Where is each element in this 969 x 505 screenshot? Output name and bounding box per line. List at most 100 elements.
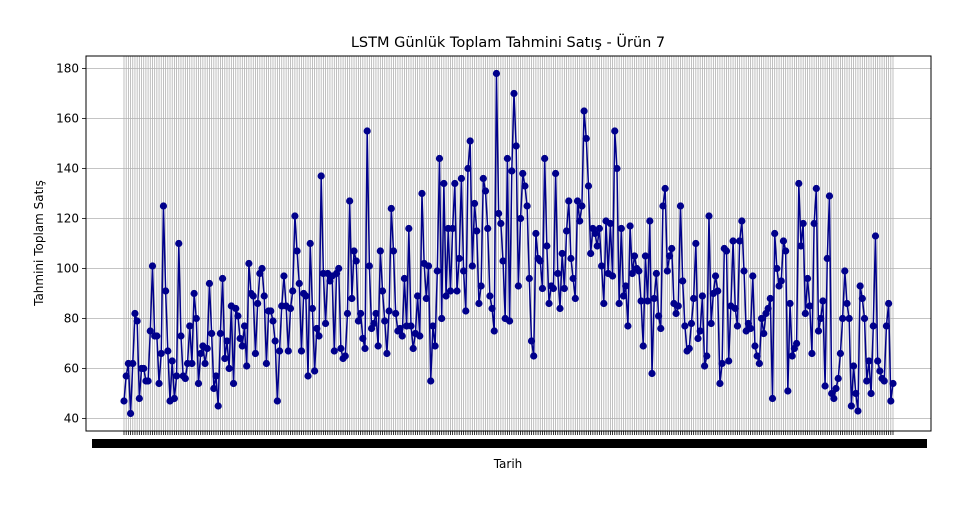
data-point xyxy=(617,224,625,233)
plot-frame xyxy=(85,55,932,432)
data-point xyxy=(503,154,511,163)
y-tick-label: 160 xyxy=(56,112,79,126)
data-point xyxy=(243,362,251,370)
data-point xyxy=(685,344,693,353)
data-point xyxy=(849,362,858,370)
data-point xyxy=(275,347,284,355)
data-point xyxy=(703,352,711,360)
data-point xyxy=(357,309,365,318)
data-point xyxy=(175,239,183,248)
data-point xyxy=(286,304,295,313)
data-point xyxy=(514,282,522,290)
data-point xyxy=(457,174,465,183)
data-point xyxy=(839,314,847,323)
data-point xyxy=(317,172,325,180)
data-point xyxy=(313,324,321,333)
series-markers xyxy=(120,69,897,418)
data-point xyxy=(343,309,352,318)
data-point xyxy=(755,359,763,368)
data-point xyxy=(661,184,669,193)
data-point xyxy=(716,379,724,388)
data-point xyxy=(639,342,647,350)
data-point xyxy=(834,374,842,383)
data-point xyxy=(359,334,367,343)
data-point xyxy=(718,359,726,368)
data-point xyxy=(168,357,176,365)
data-point xyxy=(462,307,470,315)
data-point xyxy=(841,267,849,275)
data-point xyxy=(817,314,825,323)
data-point xyxy=(470,199,479,208)
data-point xyxy=(521,182,529,190)
data-point xyxy=(808,349,816,358)
data-point xyxy=(812,184,820,193)
data-point xyxy=(392,309,400,318)
data-point xyxy=(749,272,757,280)
data-point xyxy=(365,262,373,270)
data-point xyxy=(413,292,422,300)
data-point xyxy=(409,344,417,353)
data-point xyxy=(731,304,739,313)
data-point xyxy=(438,314,446,323)
data-point xyxy=(860,314,869,323)
data-point xyxy=(311,367,319,375)
data-point xyxy=(506,317,514,325)
data-point xyxy=(427,377,435,385)
data-point xyxy=(538,284,547,293)
data-point xyxy=(659,202,667,210)
data-point xyxy=(543,242,551,250)
data-point xyxy=(162,287,170,295)
data-point xyxy=(676,202,685,210)
data-point xyxy=(348,294,356,303)
data-point xyxy=(315,332,323,340)
data-point xyxy=(488,304,496,313)
data-point xyxy=(652,269,660,278)
data-point xyxy=(190,289,198,298)
data-point xyxy=(297,347,306,355)
data-point xyxy=(863,377,871,385)
data-point xyxy=(830,394,838,403)
data-point xyxy=(722,247,731,255)
data-point xyxy=(451,179,459,188)
data-point xyxy=(771,229,779,238)
data-point xyxy=(746,324,755,333)
data-point xyxy=(644,297,652,305)
data-point xyxy=(306,239,314,248)
data-point xyxy=(346,197,354,205)
data-point xyxy=(725,357,733,365)
data-point xyxy=(635,267,643,275)
data-point xyxy=(874,357,882,365)
data-point xyxy=(221,354,229,363)
x-ticks xyxy=(92,431,927,448)
data-point xyxy=(254,299,262,308)
data-point xyxy=(646,217,654,225)
data-point xyxy=(887,397,895,405)
data-point xyxy=(810,219,818,228)
data-point xyxy=(181,374,189,383)
data-point xyxy=(155,379,163,388)
data-point xyxy=(554,269,562,278)
data-point xyxy=(352,257,360,265)
data-point xyxy=(387,204,395,213)
data-point xyxy=(600,299,608,308)
data-point xyxy=(302,292,310,300)
data-point xyxy=(210,384,218,393)
data-point xyxy=(490,327,498,335)
data-point xyxy=(416,332,424,340)
data-point xyxy=(751,342,759,350)
data-point xyxy=(584,182,593,190)
data-point xyxy=(825,192,834,200)
data-point xyxy=(700,362,709,370)
data-point xyxy=(262,359,271,368)
data-point xyxy=(218,274,227,283)
data-point xyxy=(549,284,558,293)
data-point xyxy=(293,247,301,255)
data-point xyxy=(383,349,391,358)
data-point xyxy=(335,264,343,273)
y-tick-label: 140 xyxy=(56,162,79,176)
data-point xyxy=(626,222,634,230)
data-point xyxy=(788,352,796,360)
data-point xyxy=(608,272,617,280)
data-point xyxy=(648,369,656,378)
data-point xyxy=(455,254,463,263)
